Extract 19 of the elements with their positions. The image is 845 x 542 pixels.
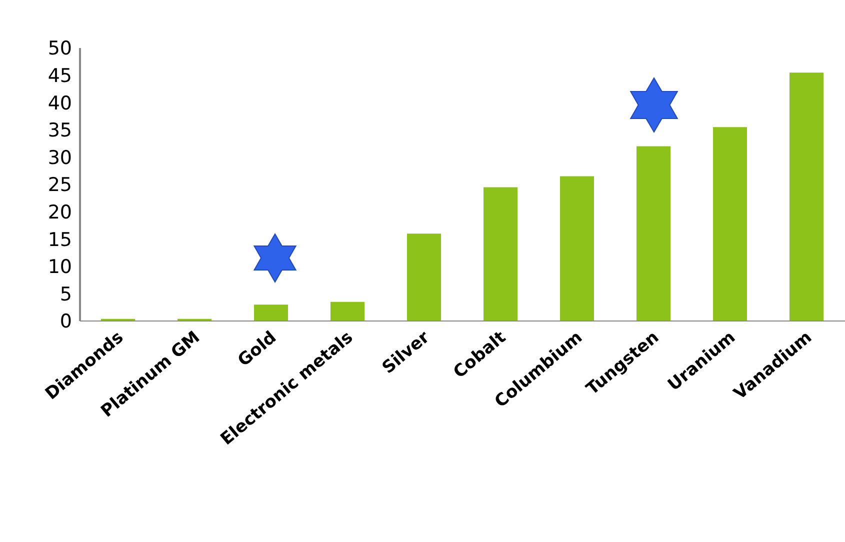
bar bbox=[560, 176, 594, 321]
bar bbox=[713, 127, 747, 321]
y-tick-label: 15 bbox=[48, 228, 72, 251]
y-tick-label: 45 bbox=[48, 65, 72, 88]
y-tick-label: 35 bbox=[48, 120, 72, 142]
y-tick-label: 5 bbox=[60, 283, 72, 306]
y-tick-label: 25 bbox=[48, 174, 72, 196]
y-tick-label: 40 bbox=[48, 92, 72, 114]
y-tick-label: 20 bbox=[48, 202, 72, 224]
bar bbox=[636, 146, 670, 321]
bar bbox=[790, 72, 824, 321]
y-tick-label: 30 bbox=[48, 146, 72, 169]
y-tick-label: 0 bbox=[60, 310, 72, 333]
y-tick-label: 10 bbox=[48, 256, 72, 278]
bar bbox=[484, 187, 518, 321]
bar bbox=[330, 302, 364, 321]
bar bbox=[407, 234, 441, 321]
y-tick-label: 50 bbox=[48, 38, 72, 60]
bar bbox=[254, 304, 288, 321]
